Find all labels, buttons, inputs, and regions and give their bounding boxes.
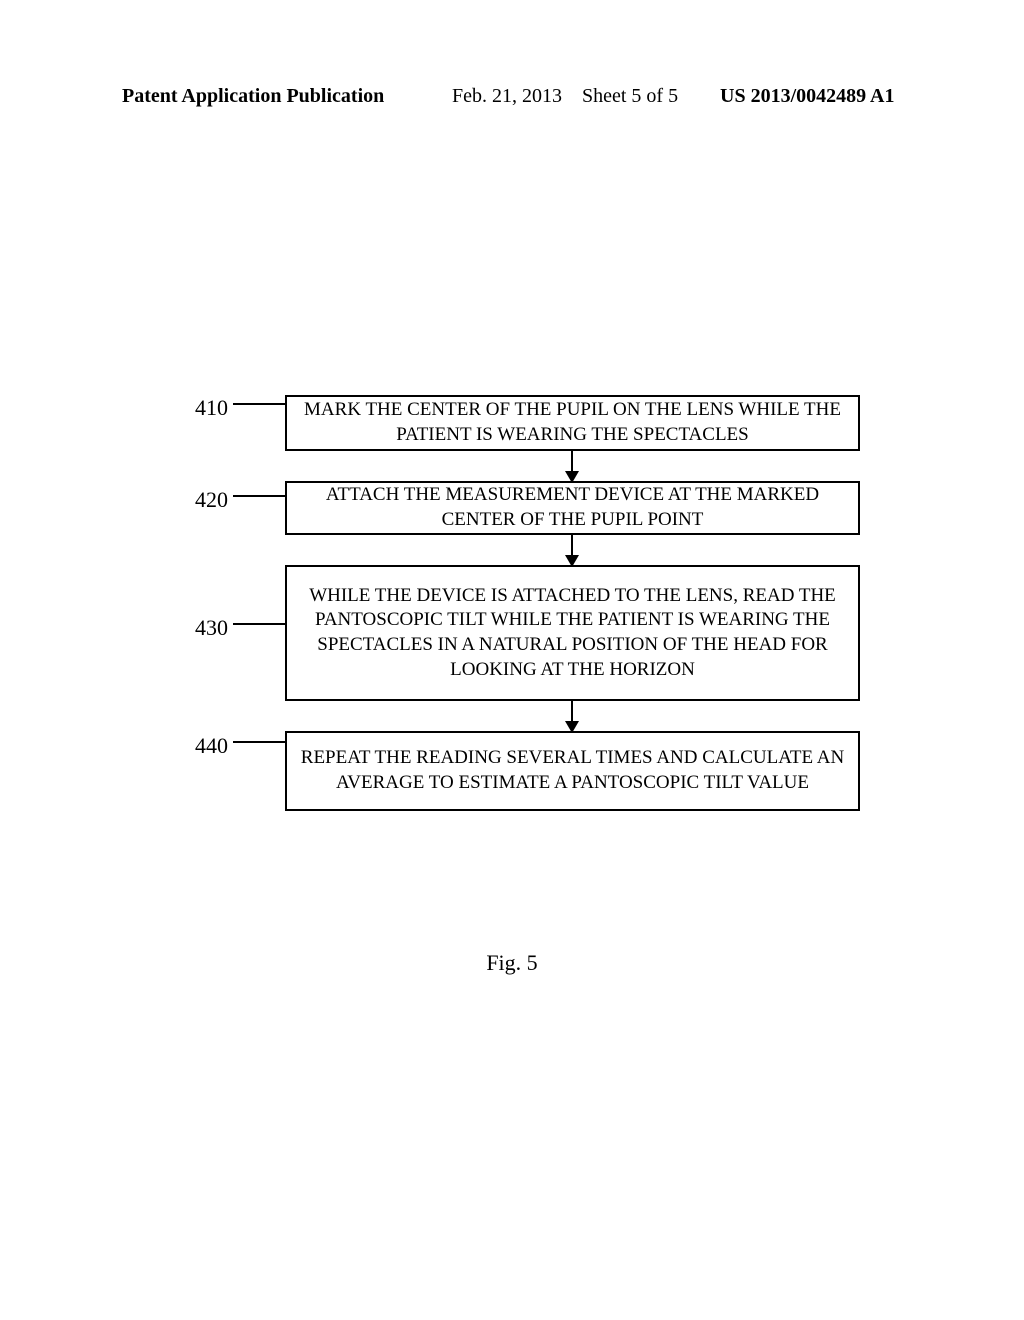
flowchart-box: ATTACH THE MEASUREMENT DEVICE AT THE MAR…	[285, 481, 860, 535]
step-ref-label: 430	[195, 615, 228, 641]
arrow-down-icon	[571, 535, 573, 565]
step-ref-label: 440	[195, 733, 228, 759]
publication-date: Feb. 21, 2013	[452, 85, 562, 108]
flowchart-step: 420 ATTACH THE MEASUREMENT DEVICE AT THE …	[0, 481, 1024, 535]
flowchart-box: WHILE THE DEVICE IS ATTACHED TO THE LENS…	[285, 565, 860, 701]
connector-line	[233, 623, 285, 625]
flowchart-step: 430 WHILE THE DEVICE IS ATTACHED TO THE L…	[0, 565, 1024, 701]
step-ref-label: 420	[195, 487, 228, 513]
connector-line	[233, 741, 285, 743]
flowchart-box: REPEAT THE READING SEVERAL TIMES AND CAL…	[285, 731, 860, 811]
flowchart-box: MARK THE CENTER OF THE PUPIL ON THE LENS…	[285, 395, 860, 451]
figure-caption: Fig. 5	[0, 950, 1024, 976]
sheet-number: Sheet 5 of 5	[582, 85, 678, 108]
document-number: US 2013/0042489 A1	[720, 85, 894, 108]
publication-label: Patent Application Publication	[122, 85, 384, 108]
step-ref-label: 410	[195, 395, 228, 421]
flowchart: 410 MARK THE CENTER OF THE PUPIL ON THE L…	[0, 395, 1024, 811]
flowchart-step: 410 MARK THE CENTER OF THE PUPIL ON THE L…	[0, 395, 1024, 451]
arrow-down-icon	[571, 701, 573, 731]
connector-line	[233, 403, 285, 405]
arrow-down-icon	[571, 451, 573, 481]
connector-line	[233, 495, 285, 497]
flowchart-step: 440 REPEAT THE READING SEVERAL TIMES AND …	[0, 731, 1024, 811]
